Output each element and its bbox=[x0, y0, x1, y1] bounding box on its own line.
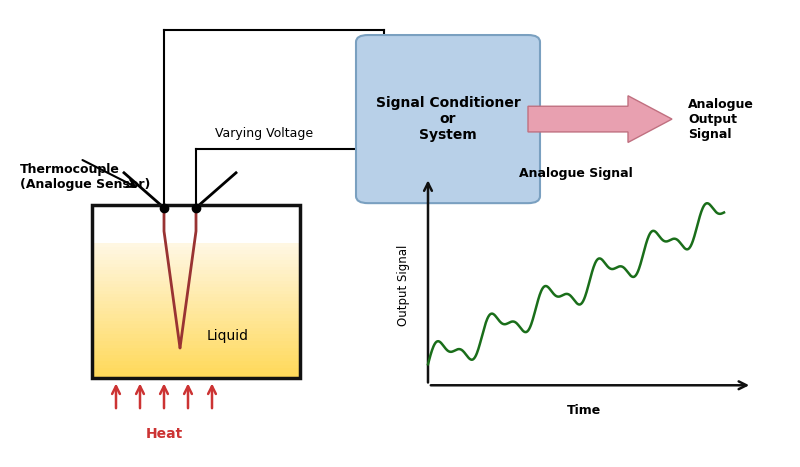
Polygon shape bbox=[528, 96, 672, 142]
Text: Analogue Signal: Analogue Signal bbox=[519, 167, 633, 180]
Bar bbox=[92, 270, 300, 274]
Bar bbox=[92, 277, 300, 281]
Bar bbox=[92, 247, 300, 250]
Bar bbox=[92, 375, 300, 378]
Bar bbox=[92, 337, 300, 341]
Bar bbox=[92, 331, 300, 334]
Bar bbox=[92, 311, 300, 314]
Bar bbox=[92, 280, 300, 284]
Bar bbox=[92, 267, 300, 270]
Bar bbox=[92, 243, 300, 247]
Text: Time: Time bbox=[567, 404, 601, 417]
Bar bbox=[92, 314, 300, 318]
Bar bbox=[92, 354, 300, 358]
FancyBboxPatch shape bbox=[356, 35, 540, 203]
Bar bbox=[92, 344, 300, 348]
Bar bbox=[92, 351, 300, 354]
Bar bbox=[92, 250, 300, 254]
Bar bbox=[92, 273, 300, 277]
Bar bbox=[92, 307, 300, 311]
Text: Heat: Heat bbox=[146, 427, 182, 441]
Bar bbox=[92, 287, 300, 290]
Text: Analogue
Output
Signal: Analogue Output Signal bbox=[688, 98, 754, 141]
Bar bbox=[92, 260, 300, 264]
Bar bbox=[92, 263, 300, 267]
Bar bbox=[92, 341, 300, 345]
Bar bbox=[92, 300, 300, 304]
Text: Liquid: Liquid bbox=[207, 329, 249, 343]
Bar bbox=[92, 368, 300, 372]
Bar bbox=[92, 205, 300, 378]
Text: Signal Conditioner
or
System: Signal Conditioner or System bbox=[376, 96, 520, 142]
Bar bbox=[92, 364, 300, 368]
Bar bbox=[92, 327, 300, 331]
Bar bbox=[92, 361, 300, 365]
Bar bbox=[92, 294, 300, 297]
Bar bbox=[92, 320, 300, 325]
Bar bbox=[92, 253, 300, 257]
Bar bbox=[92, 347, 300, 351]
Bar bbox=[92, 371, 300, 375]
Text: Varying Voltage: Varying Voltage bbox=[215, 127, 313, 140]
Bar bbox=[92, 297, 300, 301]
Text: Output Signal: Output Signal bbox=[398, 244, 410, 325]
Bar bbox=[92, 290, 300, 294]
Bar bbox=[92, 358, 300, 361]
Bar bbox=[92, 283, 300, 287]
Bar bbox=[92, 256, 300, 260]
Bar bbox=[92, 317, 300, 321]
Text: Thermocouple
(Analogue Sensor): Thermocouple (Analogue Sensor) bbox=[20, 163, 150, 191]
Bar bbox=[92, 334, 300, 338]
Bar bbox=[92, 304, 300, 307]
Bar bbox=[92, 324, 300, 328]
